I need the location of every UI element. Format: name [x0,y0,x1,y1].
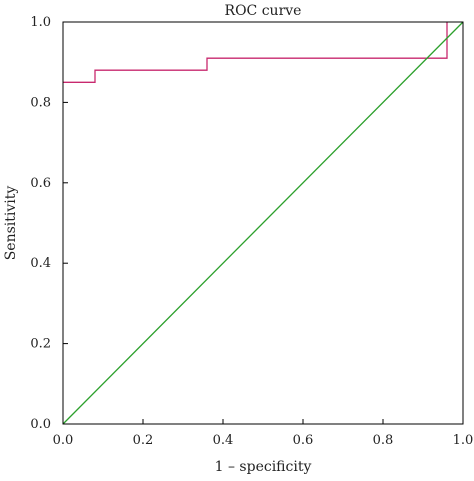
plot-frame [62,21,464,425]
x-tick-label: 0.4 [213,433,234,448]
x-tick-label: 0.0 [53,433,74,448]
y-tick-label: 0.4 [30,256,51,271]
y-tick-label: 1.0 [30,15,51,30]
x-axis-ticks: 0.0 0.2 0.4 0.6 0.8 1.0 [53,419,474,448]
reference-diagonal-line [62,21,464,425]
x-tick-label: 1.0 [453,433,474,448]
y-tick-label: 0.0 [30,417,51,432]
y-tick-label: 0.8 [30,95,51,110]
y-axis-title: Sensitivity [3,186,19,261]
y-tick-label: 0.6 [30,176,51,191]
y-axis-ticks: 0.0 0.2 0.4 0.6 0.8 1.0 [30,15,68,432]
x-tick-label: 0.6 [293,433,314,448]
x-tick-label: 0.2 [133,433,154,448]
chart-title: ROC curve [225,3,302,19]
x-tick-label: 0.8 [373,433,394,448]
series-layer [62,21,464,425]
roc-curve-line [63,22,448,83]
x-axis-title: 1 – specificity [215,459,312,475]
y-tick-label: 0.2 [30,337,51,352]
